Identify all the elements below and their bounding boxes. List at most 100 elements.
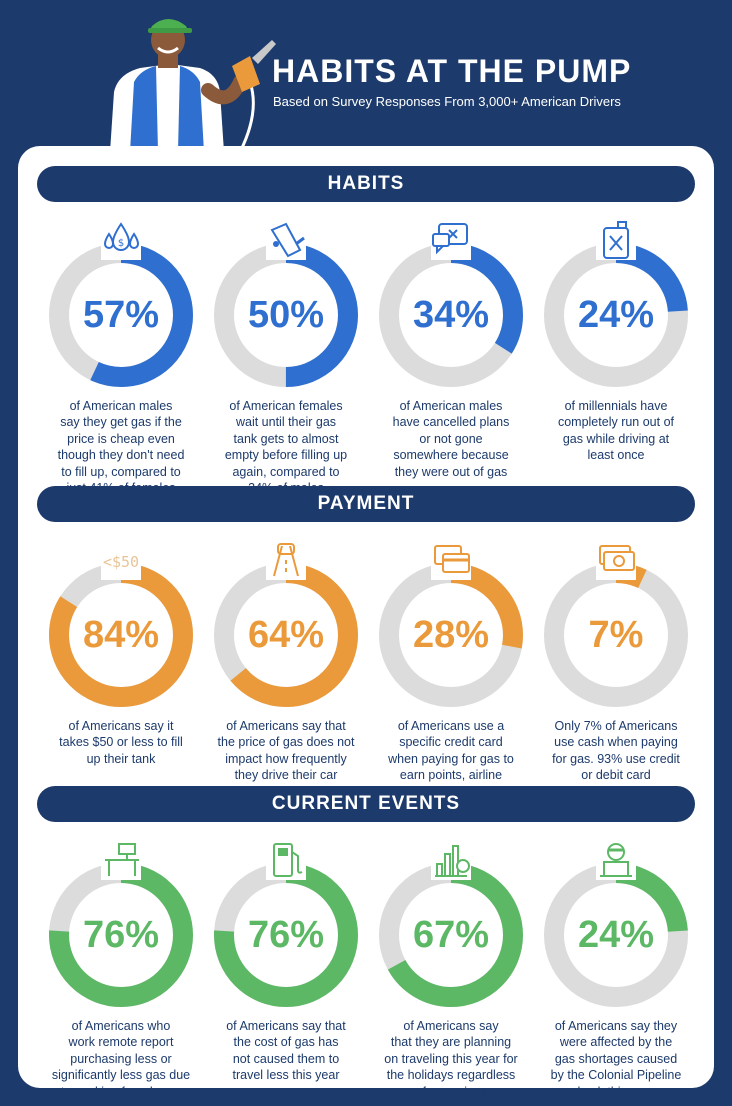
stat-description-line: by the Colonial Pipeline [550, 1068, 682, 1083]
stat-percentage: 7% [588, 614, 644, 656]
stat-description: of American females wait until their gas t… [204, 398, 368, 496]
work-desk-icon [101, 840, 141, 880]
stat-description: of Americans who work remote report purcha… [39, 1018, 203, 1100]
stat-description-line: of American males [69, 399, 173, 413]
stat-item: 7% Only 7% of Americans use cash when payi… [534, 536, 698, 806]
stat-description-line: to fill up, compared to [61, 464, 181, 479]
stat-description-line: of millennials have [564, 399, 668, 413]
section-header-payment: PAYMENT [37, 486, 695, 522]
gas-pump-icon [266, 840, 306, 880]
less-than-50-icon: <$50 [101, 540, 141, 580]
stat-description-line: impact how frequently [225, 751, 347, 766]
stat-description-line: of Americans say they [554, 1019, 678, 1033]
stat-description-line: have cancelled plans [392, 415, 510, 430]
stat-description-line: say they get gas if the [60, 415, 182, 430]
stat-description: of Americans say that they are planning on… [369, 1018, 533, 1100]
stat-description: Only 7% of Americans use cash when paying… [534, 718, 698, 784]
stat-description-line: or not gone [419, 431, 483, 446]
stat-description: of millennials have completely run out of… [534, 398, 698, 464]
cash-bills-icon [596, 540, 636, 580]
stat-description-line: up their tank [86, 751, 156, 766]
stat-description-line: use cash when paying [554, 735, 678, 750]
stat-description-line: of Americans say that [226, 1019, 346, 1033]
stat-description-line: of Americans who [71, 1019, 171, 1033]
stat-description-line: for gas. 93% use credit [552, 751, 680, 766]
stat-description-line: gas shortages caused [554, 1051, 678, 1066]
stat-description-line: purchasing less or [70, 1051, 172, 1066]
gas-nozzle-icon [266, 220, 306, 260]
stat-percentage: 28% [412, 614, 490, 656]
stat-description-line: specific credit card [399, 735, 503, 750]
stat-percentage: 24% [577, 294, 655, 336]
stat-percentage: 76% [82, 914, 160, 956]
stat-description-line: earn points, airline [399, 768, 503, 783]
stat-percentage: 76% [247, 914, 325, 956]
svg-text:$: $ [118, 238, 124, 249]
stat-item: 28% of Americans use a specific credit car… [369, 536, 533, 806]
gas-attendant-mascot-icon [110, 19, 276, 152]
stat-description-line: of gas prices [415, 1084, 487, 1099]
stat-description: of Americans say it takes $50 or less to … [39, 718, 203, 767]
stat-description-line: Only 7% of Americans [554, 719, 678, 733]
stat-description-line: of American females [229, 399, 343, 413]
stat-item: $57% of American males say they get gas if… [39, 216, 203, 495]
stat-description-line: gas while driving at [562, 431, 670, 446]
car-road-icon [266, 540, 306, 580]
stat-description-line: they were out of gas [394, 464, 508, 479]
page-subtitle: Based on Survey Responses From 3,000+ Am… [273, 94, 621, 109]
stat-description: of American males say they get gas if the… [39, 398, 203, 496]
stat-description: of Americans say they were affected by th… [534, 1018, 698, 1100]
stat-item: 50% of American females wait until their g… [204, 216, 368, 495]
gas-can-icon [596, 220, 636, 260]
stat-description-line: they drive their car [234, 768, 338, 783]
stat-description-line: price is cheap even [67, 431, 175, 446]
bar-chart-dollar-icon [431, 840, 471, 880]
stat-item: <$50 84% of Americans say it takes $50 or l… [39, 536, 203, 806]
stat-description-line: of Americans say it [68, 719, 174, 733]
stat-percentage: 84% [82, 614, 160, 656]
stat-description-line: not caused them to [232, 1051, 340, 1066]
stat-description-line: the cost of gas has [233, 1035, 339, 1050]
stat-description-line: empty before filling up [224, 448, 348, 463]
hacker-laptop-icon [596, 840, 636, 880]
section-header-habits: HABITS [37, 166, 695, 202]
stat-description-line: the price of gas does not [217, 735, 355, 750]
stat-description-line: hack this year [577, 1084, 655, 1099]
stat-description-line: on traveling this year for [384, 1051, 518, 1066]
stat-description-line: that they are planning [390, 1035, 512, 1050]
stat-percentage: 67% [412, 914, 490, 956]
stat-description-line: of Americans say that [226, 719, 346, 733]
header: HABITS AT THE PUMP Based on Survey Respo… [0, 0, 732, 152]
page-title: HABITS AT THE PUMP [272, 53, 632, 89]
stat-description-line: wait until their gas [235, 415, 337, 430]
stat-description-line: again, compared to [232, 464, 340, 479]
stat-description-line: tank gets to almost [233, 431, 339, 446]
stat-item: 24% of Americans say they were affected by… [534, 836, 698, 1106]
stat-percentage: 34% [412, 294, 490, 336]
stat-description: of Americans say that the price of gas do… [204, 718, 368, 784]
stat-percentage: 24% [577, 914, 655, 956]
stat-description-line: or debit card [581, 768, 651, 783]
stat-item: 76% of Americans say that the cost of gas … [204, 836, 368, 1106]
cancel-chat-icon [431, 220, 471, 260]
content-card: HABITS $57% of American males say they get … [18, 146, 714, 1099]
stat-description: of Americans say that the cost of gas has… [204, 1018, 368, 1084]
svg-text:<$50: <$50 [103, 553, 139, 571]
stat-item: 24% of millennials have completely run out… [534, 216, 698, 486]
stat-item: 76% of Americans who work remote report pur… [39, 836, 203, 1106]
stat-item: 64% of Americans say that the price of gas… [204, 536, 368, 806]
stat-description-line: of American males [399, 399, 503, 413]
stat-description-line: significantly less gas due [51, 1068, 191, 1083]
stat-item: 67% of Americans say that they are plannin… [369, 836, 533, 1106]
stat-description-line: to working from home [60, 1084, 182, 1099]
stat-description-line: somewhere because [393, 448, 509, 463]
stat-description-line: takes $50 or less to fill [59, 735, 183, 750]
section-header-current-events: CURRENT EVENTS [37, 786, 695, 822]
stat-percentage: 57% [82, 294, 160, 336]
stat-description-line: least once [587, 448, 645, 463]
stat-description-line: work remote report [68, 1035, 174, 1050]
stat-description: of American males have cancelled plans or … [369, 398, 533, 480]
stat-description-line: of Americans say [403, 1019, 499, 1033]
stat-description-line: when paying for gas to [388, 751, 514, 766]
stat-description-line: completely run out of [557, 415, 675, 430]
